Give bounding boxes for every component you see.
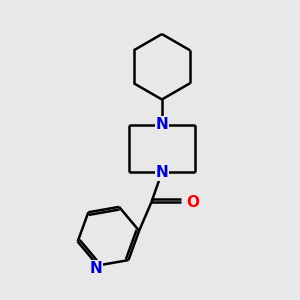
Text: N: N [90, 261, 103, 276]
Text: N: N [155, 117, 168, 132]
Text: N: N [155, 165, 168, 180]
Text: O: O [187, 194, 200, 209]
